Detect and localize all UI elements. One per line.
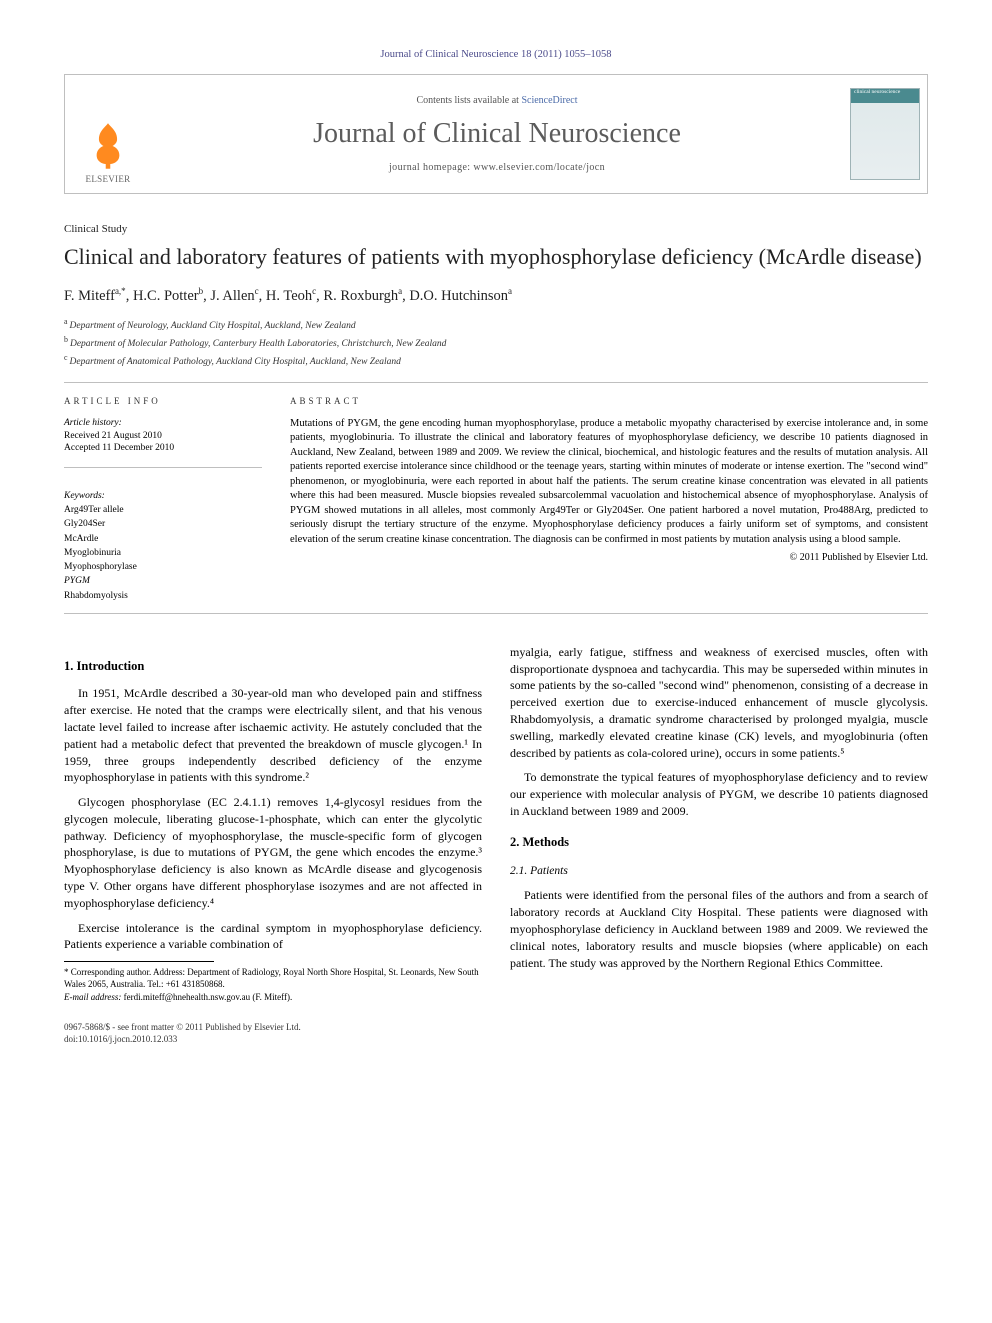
keyword: Gly204Ser (64, 517, 262, 531)
publisher-logo-block: ELSEVIER (65, 75, 151, 193)
subsection-patients-heading: 2.1. Patients (510, 863, 928, 879)
front-matter-line: 0967-5868/$ - see front matter © 2011 Pu… (64, 1021, 928, 1033)
email-label: E-mail address: (64, 992, 121, 1002)
page-footer: 0967-5868/$ - see front matter © 2011 Pu… (64, 1021, 928, 1045)
abstract-copyright: © 2011 Published by Elsevier Ltd. (290, 551, 928, 565)
publisher-name: ELSEVIER (86, 173, 131, 185)
keyword: Myophosphorylase (64, 560, 262, 574)
keywords-list: Arg49Ter allele Gly204Ser McArdle Myoglo… (64, 503, 262, 603)
homepage-url[interactable]: www.elsevier.com/locate/jocn (473, 162, 605, 173)
sciencedirect-link[interactable]: ScienceDirect (521, 95, 577, 106)
email-person: (F. Miteff). (252, 992, 292, 1002)
article-history-label: Article history: (64, 417, 262, 430)
accepted-date: Accepted 11 December 2010 (64, 442, 262, 455)
keyword: PYGM (64, 574, 262, 588)
email-address[interactable]: ferdi.miteff@hnehealth.nsw.gov.au (124, 992, 250, 1002)
abstract-text: Mutations of PYGM, the gene encoding hum… (290, 417, 928, 547)
footnotes: * Corresponding author. Address: Departm… (64, 966, 482, 1002)
article-info-heading: article info (64, 395, 262, 407)
journal-homepage: journal homepage: www.elsevier.com/locat… (151, 161, 843, 175)
affiliation-c: cDepartment of Anatomical Pathology, Auc… (64, 352, 928, 370)
doi-line: doi:10.1016/j.jocn.2010.12.033 (64, 1033, 928, 1045)
section-methods-heading: 2. Methods (510, 834, 928, 852)
contents-prefix: Contents lists available at (416, 95, 521, 106)
received-date: Received 21 August 2010 (64, 430, 262, 443)
keyword: McArdle (64, 532, 262, 546)
corresponding-author: * Corresponding author. Address: Departm… (64, 966, 482, 990)
running-citation: Journal of Clinical Neuroscience 18 (201… (64, 48, 928, 62)
patients-p1: Patients were identified from the person… (510, 887, 928, 971)
keyword: Arg49Ter allele (64, 503, 262, 517)
keyword: Rhabdomyolysis (64, 589, 262, 603)
section-intro-heading: 1. Introduction (64, 658, 482, 676)
affiliation-b: bDepartment of Molecular Pathology, Cant… (64, 334, 928, 352)
email-line: E-mail address: ferdi.miteff@hnehealth.n… (64, 991, 482, 1003)
intro-p2: Glycogen phosphorylase (EC 2.4.1.1) remo… (64, 794, 482, 912)
intro-p3-continued: myalgia, early fatigue, stiffness and we… (510, 644, 928, 762)
affiliation-a: aDepartment of Neurology, Auckland City … (64, 316, 928, 334)
keywords-label: Keywords: (64, 490, 262, 503)
elsevier-tree-icon (85, 121, 131, 171)
intro-p4: To demonstrate the typical features of m… (510, 769, 928, 819)
article-title: Clinical and laboratory features of pati… (64, 243, 928, 271)
homepage-label: journal homepage: (389, 162, 473, 173)
contents-available: Contents lists available at ScienceDirec… (151, 94, 843, 108)
footnote-rule (64, 961, 214, 962)
abstract-heading: abstract (290, 395, 928, 407)
intro-p3: Exercise intolerance is the cardinal sym… (64, 920, 482, 954)
journal-name: Journal of Clinical Neuroscience (151, 115, 843, 153)
article-type: Clinical Study (64, 222, 928, 237)
masthead: ELSEVIER Contents lists available at Sci… (64, 74, 928, 194)
keyword: Myoglobinuria (64, 546, 262, 560)
journal-cover-thumb: clinical neuroscience (850, 88, 920, 180)
author-list: F. Miteffa,*, H.C. Potterb, J. Allenc, H… (64, 285, 928, 306)
intro-p1: In 1951, McArdle described a 30-year-old… (64, 685, 482, 786)
cover-caption: clinical neuroscience (854, 90, 900, 96)
article-body: 1. Introduction In 1951, McArdle describ… (64, 644, 928, 1003)
affiliations: aDepartment of Neurology, Auckland City … (64, 316, 928, 370)
